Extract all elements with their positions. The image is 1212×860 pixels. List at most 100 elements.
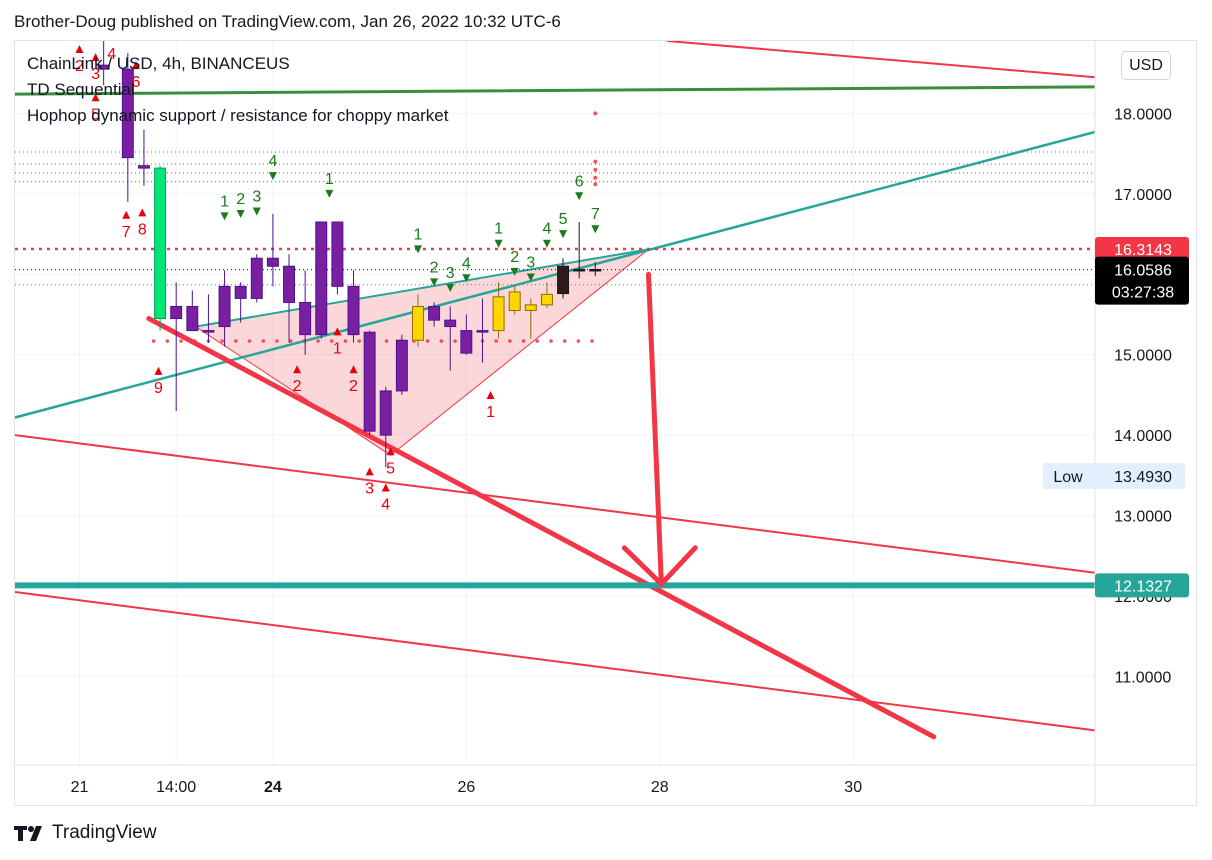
td-count-label: 5 [386, 460, 395, 477]
dotted-low-marker [535, 339, 540, 343]
td-count-label: 1 [220, 193, 229, 210]
candle-body[interactable] [589, 268, 602, 272]
dotted-low-marker [220, 339, 224, 343]
dotted-low-marker [343, 339, 348, 343]
x-tick-label: 30 [844, 779, 862, 796]
candle-body[interactable] [379, 390, 392, 436]
td-count-label: 1 [325, 171, 334, 188]
dotted-marker [593, 159, 598, 164]
candle-body[interactable] [218, 285, 231, 328]
candle-body[interactable] [121, 68, 134, 159]
td-up-triangle [293, 365, 302, 374]
candle-body[interactable] [137, 165, 150, 169]
candle-body[interactable] [202, 330, 215, 333]
tradingview-footer[interactable]: TradingView [14, 822, 157, 844]
candle-body[interactable] [428, 305, 441, 321]
candle-body[interactable] [557, 265, 570, 295]
red-upper-channel-line [666, 41, 1095, 79]
x-tick-label: 21 [71, 779, 89, 796]
candle-body[interactable] [524, 304, 537, 311]
candle-body[interactable] [97, 64, 110, 70]
dotted-low-marker [562, 339, 567, 343]
candle-body[interactable] [154, 167, 167, 320]
low-price-label: 13.4930 [1114, 469, 1172, 486]
resistance-price-tag [1095, 237, 1189, 262]
dotted-low-marker [357, 339, 361, 343]
currency-button[interactable]: USD [1121, 51, 1171, 80]
td-down-triangle [494, 239, 503, 248]
td-down-triangle [430, 278, 439, 287]
candle-body[interactable] [250, 257, 263, 299]
chart-frame [14, 40, 1197, 806]
candle-body[interactable] [363, 331, 376, 432]
td-up-triangle [349, 365, 358, 374]
y-tick-label: 18.0000 [1114, 106, 1172, 123]
x-tick-label: 24 [264, 779, 282, 796]
td-count-label: 4 [107, 46, 116, 63]
candle-body[interactable] [331, 221, 344, 287]
candle-body[interactable] [283, 265, 296, 303]
dotted-low-marker [521, 339, 526, 343]
td-down-triangle [542, 239, 551, 248]
footer-brand: TradingView [52, 822, 157, 843]
down-arrow-shaft [645, 271, 664, 587]
legend-td-sequential[interactable]: TD Sequential [27, 80, 135, 99]
td-count-label: 3 [252, 189, 261, 206]
dotted-low-marker [165, 339, 170, 343]
dotted-low-marker [439, 339, 444, 343]
dotted-low-marker [247, 339, 252, 343]
td-up-triangle [108, 33, 116, 41]
dotted-marker [593, 167, 598, 172]
teal-ascending-support-line [15, 130, 1095, 419]
candle-body[interactable] [266, 257, 279, 267]
candle-body[interactable] [492, 296, 505, 332]
x-tick-label: 14:00 [156, 779, 196, 796]
dotted-low-marker [549, 339, 553, 343]
td-count-label: 6 [131, 74, 140, 91]
candle-body[interactable] [170, 305, 183, 320]
td-down-triangle [462, 274, 471, 283]
td-count-label: 1 [414, 226, 423, 243]
y-tick-label: 17.0000 [1114, 187, 1172, 204]
legend-hophop-indicator[interactable]: Hophop dynamic support / resistance for … [27, 106, 449, 125]
candle-body[interactable] [573, 268, 586, 272]
candle-body[interactable] [540, 293, 553, 306]
td-up-triangle [154, 366, 163, 375]
td-count-label: 1 [494, 221, 503, 238]
candle-body[interactable] [234, 285, 247, 299]
candle-body[interactable] [460, 330, 473, 354]
dotted-low-marker [453, 339, 457, 343]
red-channel-lower-line [15, 591, 1095, 732]
candle-body[interactable] [186, 305, 199, 332]
dotted-low-marker [329, 339, 334, 343]
candle-body[interactable] [299, 301, 312, 336]
candle-body[interactable] [444, 319, 457, 328]
td-count-label: 4 [268, 153, 277, 170]
td-down-triangle [236, 209, 245, 218]
dotted-low-marker [384, 339, 389, 343]
legend-symbol[interactable]: ChainLink / USD, 4h, BINANCEUS [27, 54, 290, 73]
td-count-label: 5 [91, 106, 100, 123]
td-down-triangle [575, 192, 584, 201]
candle-body[interactable] [315, 221, 328, 336]
candle-body[interactable] [347, 285, 360, 336]
candle-body[interactable] [476, 330, 489, 333]
td-up-triangle [138, 208, 147, 217]
dotted-low-marker [425, 339, 430, 343]
candle-body[interactable] [412, 305, 424, 341]
td-count-label: 4 [542, 221, 551, 238]
support-price-tag [1095, 573, 1189, 598]
dotted-low-marker [508, 339, 512, 343]
dotted-low-marker [590, 339, 594, 343]
td-count-label: 3 [91, 66, 100, 83]
resistance-price-label: 16.3143 [1114, 242, 1172, 259]
dotted-marker [593, 111, 598, 116]
td-count-label: 2 [75, 58, 84, 75]
td-count-label: 2 [293, 378, 302, 395]
candle-body[interactable] [508, 291, 521, 311]
candle-body[interactable] [395, 339, 408, 392]
td-up-triangle [333, 327, 342, 336]
current-price-label: 16.0586 [1114, 263, 1172, 280]
dotted-low-marker [234, 339, 238, 343]
